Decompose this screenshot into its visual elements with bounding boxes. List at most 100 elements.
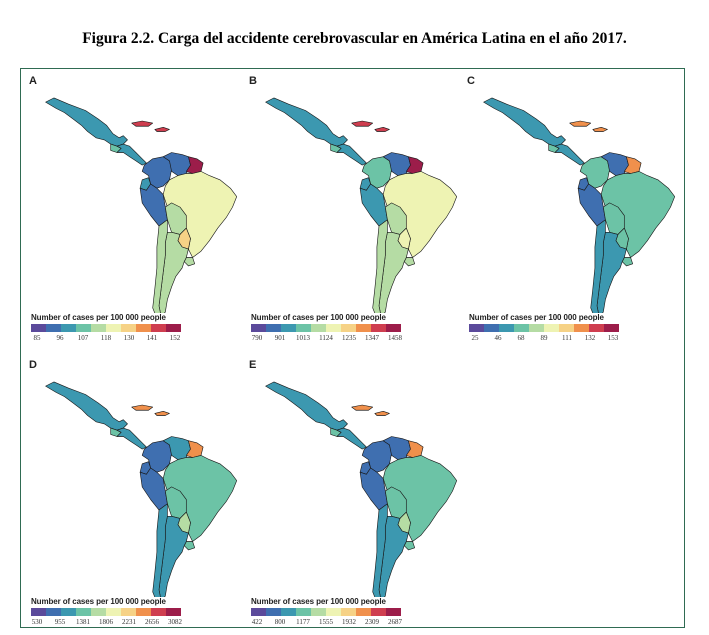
figure-frame: A Number of cases per 100 000 people 85 9… <box>20 68 685 628</box>
legend-swatch-d-0 <box>31 608 47 616</box>
legend-swatch-d-8 <box>151 608 167 616</box>
region-colombia-a <box>141 156 172 189</box>
legend-tick-b-3: 1124 <box>319 334 333 342</box>
legend-swatch-d-5 <box>106 608 122 616</box>
legend-swatch-c-3 <box>514 324 530 332</box>
legend-tick-d-3: 1806 <box>99 618 113 626</box>
legend-swatch-c-1 <box>484 324 500 332</box>
choropleth-map-c <box>483 97 676 313</box>
region-caribbean-d <box>131 404 170 416</box>
legend-tick-d-0: 530 <box>31 618 43 626</box>
legend-tick-d-4: 2231 <box>122 618 136 626</box>
region-chile-b <box>372 219 388 313</box>
legend-swatch-d-1 <box>46 608 62 616</box>
legend-tick-c-1: 46 <box>494 334 502 342</box>
legend-swatch-d-3 <box>76 608 92 616</box>
legend-tick-c-5: 132 <box>584 334 596 342</box>
legend-tick-d-2: 1381 <box>76 618 90 626</box>
legend-swatch-b-9 <box>386 324 401 332</box>
legend-swatch-b-2 <box>281 324 297 332</box>
legend-tick-a-5: 141 <box>146 334 158 342</box>
legend-swatch-b-7 <box>356 324 372 332</box>
region-colombia-e <box>361 440 392 473</box>
legend-tick-b-4: 1235 <box>342 334 356 342</box>
legend-tick-b-0: 790 <box>251 334 263 342</box>
legend-tick-a-3: 118 <box>100 334 112 342</box>
legend-swatch-c-0 <box>469 324 485 332</box>
legend-color-bar-d <box>31 608 181 616</box>
legend-swatch-d-6 <box>121 608 137 616</box>
region-colombia-c <box>579 156 610 189</box>
region-mexico-d <box>45 381 128 431</box>
legend-color-bar-e <box>251 608 401 616</box>
choropleth-map-e <box>265 381 458 597</box>
legend-tick-c-2: 68 <box>517 334 525 342</box>
legend-swatch-b-4 <box>311 324 327 332</box>
choropleth-map-d <box>45 381 238 597</box>
legend-swatch-c-6 <box>559 324 575 332</box>
legend-swatch-e-3 <box>296 608 312 616</box>
legend-tick-c-3: 89 <box>540 334 548 342</box>
region-mexico-e <box>265 381 348 431</box>
legend-swatch-a-0 <box>31 324 47 332</box>
region-peru-c <box>577 183 606 227</box>
legend-ticks-d: 530 955 1381 1806 2231 2656 3082 <box>31 618 182 628</box>
legend-swatch-a-5 <box>106 324 122 332</box>
region-peru-d <box>139 467 168 511</box>
panel-letter-d: D <box>29 359 37 371</box>
region-central-america-e <box>336 427 367 450</box>
legend-swatch-e-5 <box>326 608 342 616</box>
region-mexico-a <box>45 97 128 147</box>
legend-color-bar-c <box>469 324 619 332</box>
legend-swatch-e-1 <box>266 608 282 616</box>
legend-swatch-c-7 <box>574 324 590 332</box>
legend-swatch-c-5 <box>544 324 560 332</box>
legend-swatch-b-6 <box>341 324 357 332</box>
region-caribbean-e <box>351 404 390 416</box>
legend-tick-e-0: 422 <box>251 618 263 626</box>
legend-swatch-a-3 <box>76 324 92 332</box>
region-central-america-a <box>116 143 147 166</box>
legend-swatch-e-0 <box>251 608 267 616</box>
legend-color-bar-b <box>251 324 401 332</box>
legend-tick-c-0: 25 <box>471 334 479 342</box>
legend-tick-e-4: 1932 <box>342 618 356 626</box>
legend-tick-d-1: 955 <box>54 618 66 626</box>
region-caribbean-c <box>569 120 608 132</box>
legend-tick-b-1: 901 <box>274 334 286 342</box>
legend-tick-b-2: 1013 <box>296 334 310 342</box>
legend-ticks-e: 422 800 1177 1555 1932 2309 2687 <box>251 618 402 628</box>
region-caribbean-a <box>131 120 170 132</box>
legend-swatch-d-9 <box>166 608 181 616</box>
legend-swatch-e-7 <box>356 608 372 616</box>
legend-tick-e-5: 2309 <box>365 618 379 626</box>
legend-title-e: Number of cases per 100 000 people <box>251 597 386 606</box>
region-mexico-b <box>265 97 348 147</box>
region-central-america-c <box>554 143 585 166</box>
panel-letter-a: A <box>29 75 37 87</box>
legend-swatch-d-2 <box>61 608 77 616</box>
legend-tick-a-2: 107 <box>77 334 89 342</box>
region-central-america-b <box>336 143 367 166</box>
legend-swatch-a-6 <box>121 324 137 332</box>
choropleth-map-b <box>265 97 458 313</box>
map-panel-b: B Number of cases per 100 000 people 790… <box>245 73 459 343</box>
panel-letter-b: B <box>249 75 257 87</box>
legend-swatch-c-2 <box>499 324 515 332</box>
region-mexico-c <box>483 97 566 147</box>
region-chile-c <box>590 219 606 313</box>
legend-swatch-c-8 <box>589 324 605 332</box>
legend-tick-b-6: 1458 <box>388 334 402 342</box>
map-panel-c: C Number of cases per 100 000 people 25 4… <box>463 73 677 343</box>
legend-swatch-e-4 <box>311 608 327 616</box>
legend-title-d: Number of cases per 100 000 people <box>31 597 166 606</box>
legend-swatch-d-4 <box>91 608 107 616</box>
region-peru-e <box>359 467 388 511</box>
legend-swatch-e-8 <box>371 608 387 616</box>
legend-title-b: Number of cases per 100 000 people <box>251 313 386 322</box>
legend-swatch-b-3 <box>296 324 312 332</box>
region-colombia-d <box>141 440 172 473</box>
legend-tick-d-6: 3082 <box>168 618 182 626</box>
region-caribbean-b <box>351 120 390 132</box>
region-chile-a <box>152 219 168 313</box>
